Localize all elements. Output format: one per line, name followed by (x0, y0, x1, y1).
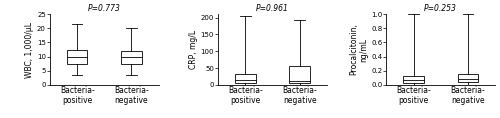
Title: P=0.253: P=0.253 (424, 4, 457, 13)
Title: P=0.773: P=0.773 (88, 4, 120, 13)
PathPatch shape (235, 74, 256, 83)
Y-axis label: Procalcitonin,
ng/mL: Procalcitonin, ng/mL (349, 24, 368, 76)
Title: P=0.961: P=0.961 (256, 4, 289, 13)
PathPatch shape (290, 66, 310, 83)
PathPatch shape (404, 76, 424, 83)
Y-axis label: WBC, 1,000/μL: WBC, 1,000/μL (25, 22, 34, 78)
Y-axis label: CRP, mg/L: CRP, mg/L (189, 30, 198, 69)
PathPatch shape (121, 51, 142, 64)
PathPatch shape (458, 74, 478, 82)
PathPatch shape (67, 50, 87, 64)
